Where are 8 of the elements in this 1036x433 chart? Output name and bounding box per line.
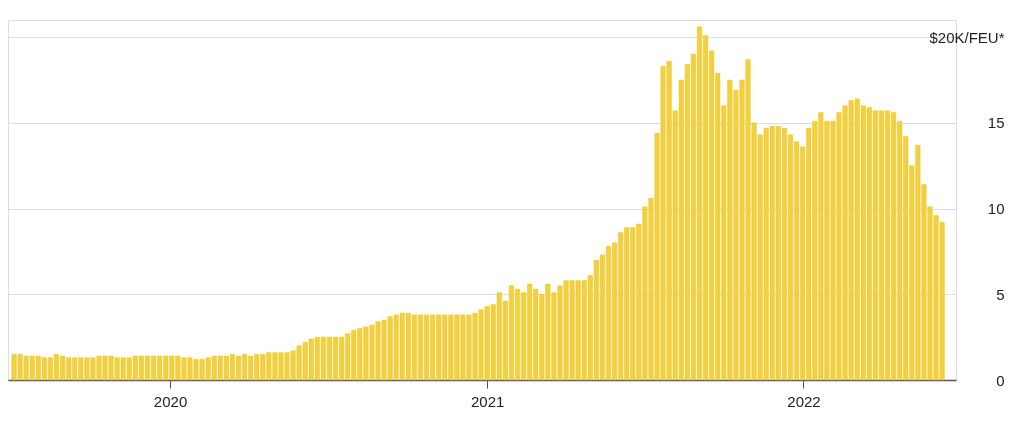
y-tick-label: 0 [996,371,1005,389]
y-tick-label: $20K/FEU* [929,28,1005,46]
y-tick-label: 5 [996,285,1005,303]
y-tick-label: 15 [987,114,1005,132]
x-tick-label: 2021 [471,392,505,410]
x-tick-label: 2022 [787,392,821,410]
x-tick-label: 2020 [153,392,188,410]
y-tick-label: 10 [987,200,1005,218]
